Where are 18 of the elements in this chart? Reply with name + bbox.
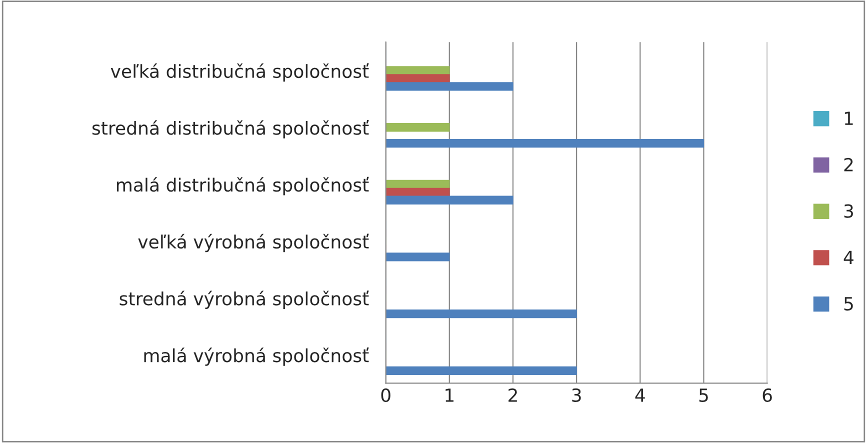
y-tick-label: veľká výrobná spoločnosť	[138, 234, 369, 252]
legend-label: 3	[844, 204, 853, 218]
y-tick-label: stredná distribučná spoločnosť	[92, 120, 369, 138]
y-tick-label: malá distribučná spoločnosť	[116, 176, 369, 196]
legend-label: 4	[844, 250, 854, 264]
y-tick-label: malá výrobná spoločnosť	[144, 347, 369, 366]
x-tick-label: 4	[635, 388, 645, 402]
x-tick-label: 6	[762, 388, 772, 402]
y-tick-label: veľká distribučná spoločnosť	[110, 63, 369, 82]
legend-label: 1	[844, 112, 853, 125]
legend-label: 5	[844, 297, 853, 311]
x-tick-label: 1	[446, 388, 454, 402]
legend-label: 2	[844, 158, 853, 172]
x-tick-label: 0	[381, 388, 390, 402]
x-tick-label: 3	[572, 388, 581, 402]
y-tick-label: stredná výrobná spoločnosť	[120, 290, 369, 309]
x-tick-label: 5	[699, 388, 708, 402]
x-tick-label: 2	[508, 388, 517, 402]
